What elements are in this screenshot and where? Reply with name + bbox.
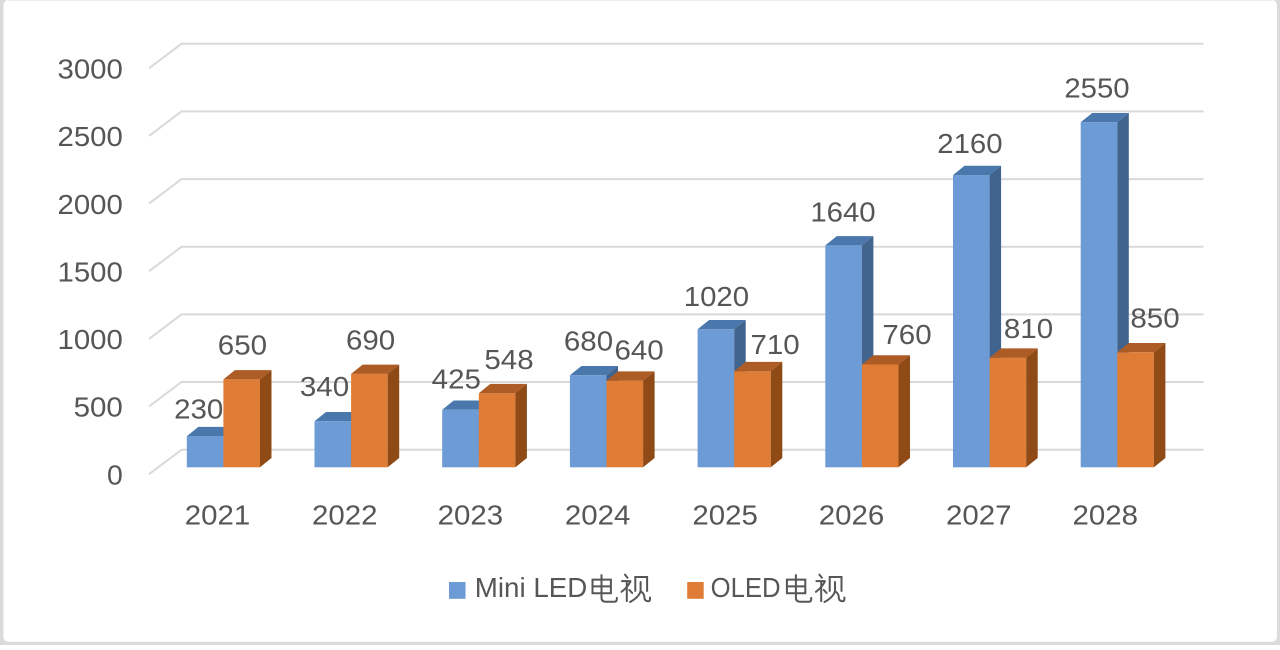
svg-text:2500: 2500 xyxy=(58,121,123,152)
svg-text:425: 425 xyxy=(432,363,481,394)
svg-text:1500: 1500 xyxy=(58,256,123,287)
svg-text:3000: 3000 xyxy=(58,54,123,85)
svg-text:2025: 2025 xyxy=(692,500,758,531)
svg-text:2160: 2160 xyxy=(937,128,1002,159)
svg-text:2000: 2000 xyxy=(58,189,123,220)
svg-text:2024: 2024 xyxy=(565,500,631,531)
svg-text:230: 230 xyxy=(174,394,223,425)
svg-text:1640: 1640 xyxy=(810,197,875,228)
svg-text:2028: 2028 xyxy=(1073,500,1139,531)
svg-text:2026: 2026 xyxy=(819,500,885,531)
svg-text:2550: 2550 xyxy=(1064,73,1129,104)
svg-text:2022: 2022 xyxy=(312,500,378,531)
svg-text:548: 548 xyxy=(484,344,533,375)
svg-text:680: 680 xyxy=(564,326,613,357)
svg-text:340: 340 xyxy=(300,371,349,402)
svg-text:OLED: OLED xyxy=(711,572,781,603)
svg-text:760: 760 xyxy=(882,319,931,350)
svg-text:1000: 1000 xyxy=(58,324,123,355)
svg-text:850: 850 xyxy=(1130,303,1179,334)
svg-text:2021: 2021 xyxy=(185,500,251,531)
svg-text:0: 0 xyxy=(107,459,123,490)
svg-text:640: 640 xyxy=(615,334,664,365)
svg-text:710: 710 xyxy=(751,329,800,360)
svg-text:650: 650 xyxy=(218,330,267,361)
svg-text:Mini LED: Mini LED xyxy=(475,572,588,603)
svg-text:2023: 2023 xyxy=(438,500,504,531)
svg-text:1020: 1020 xyxy=(684,281,749,312)
svg-text:810: 810 xyxy=(1004,313,1053,344)
svg-text:690: 690 xyxy=(346,325,395,356)
svg-text:2027: 2027 xyxy=(946,500,1012,531)
svg-text:500: 500 xyxy=(74,392,123,423)
